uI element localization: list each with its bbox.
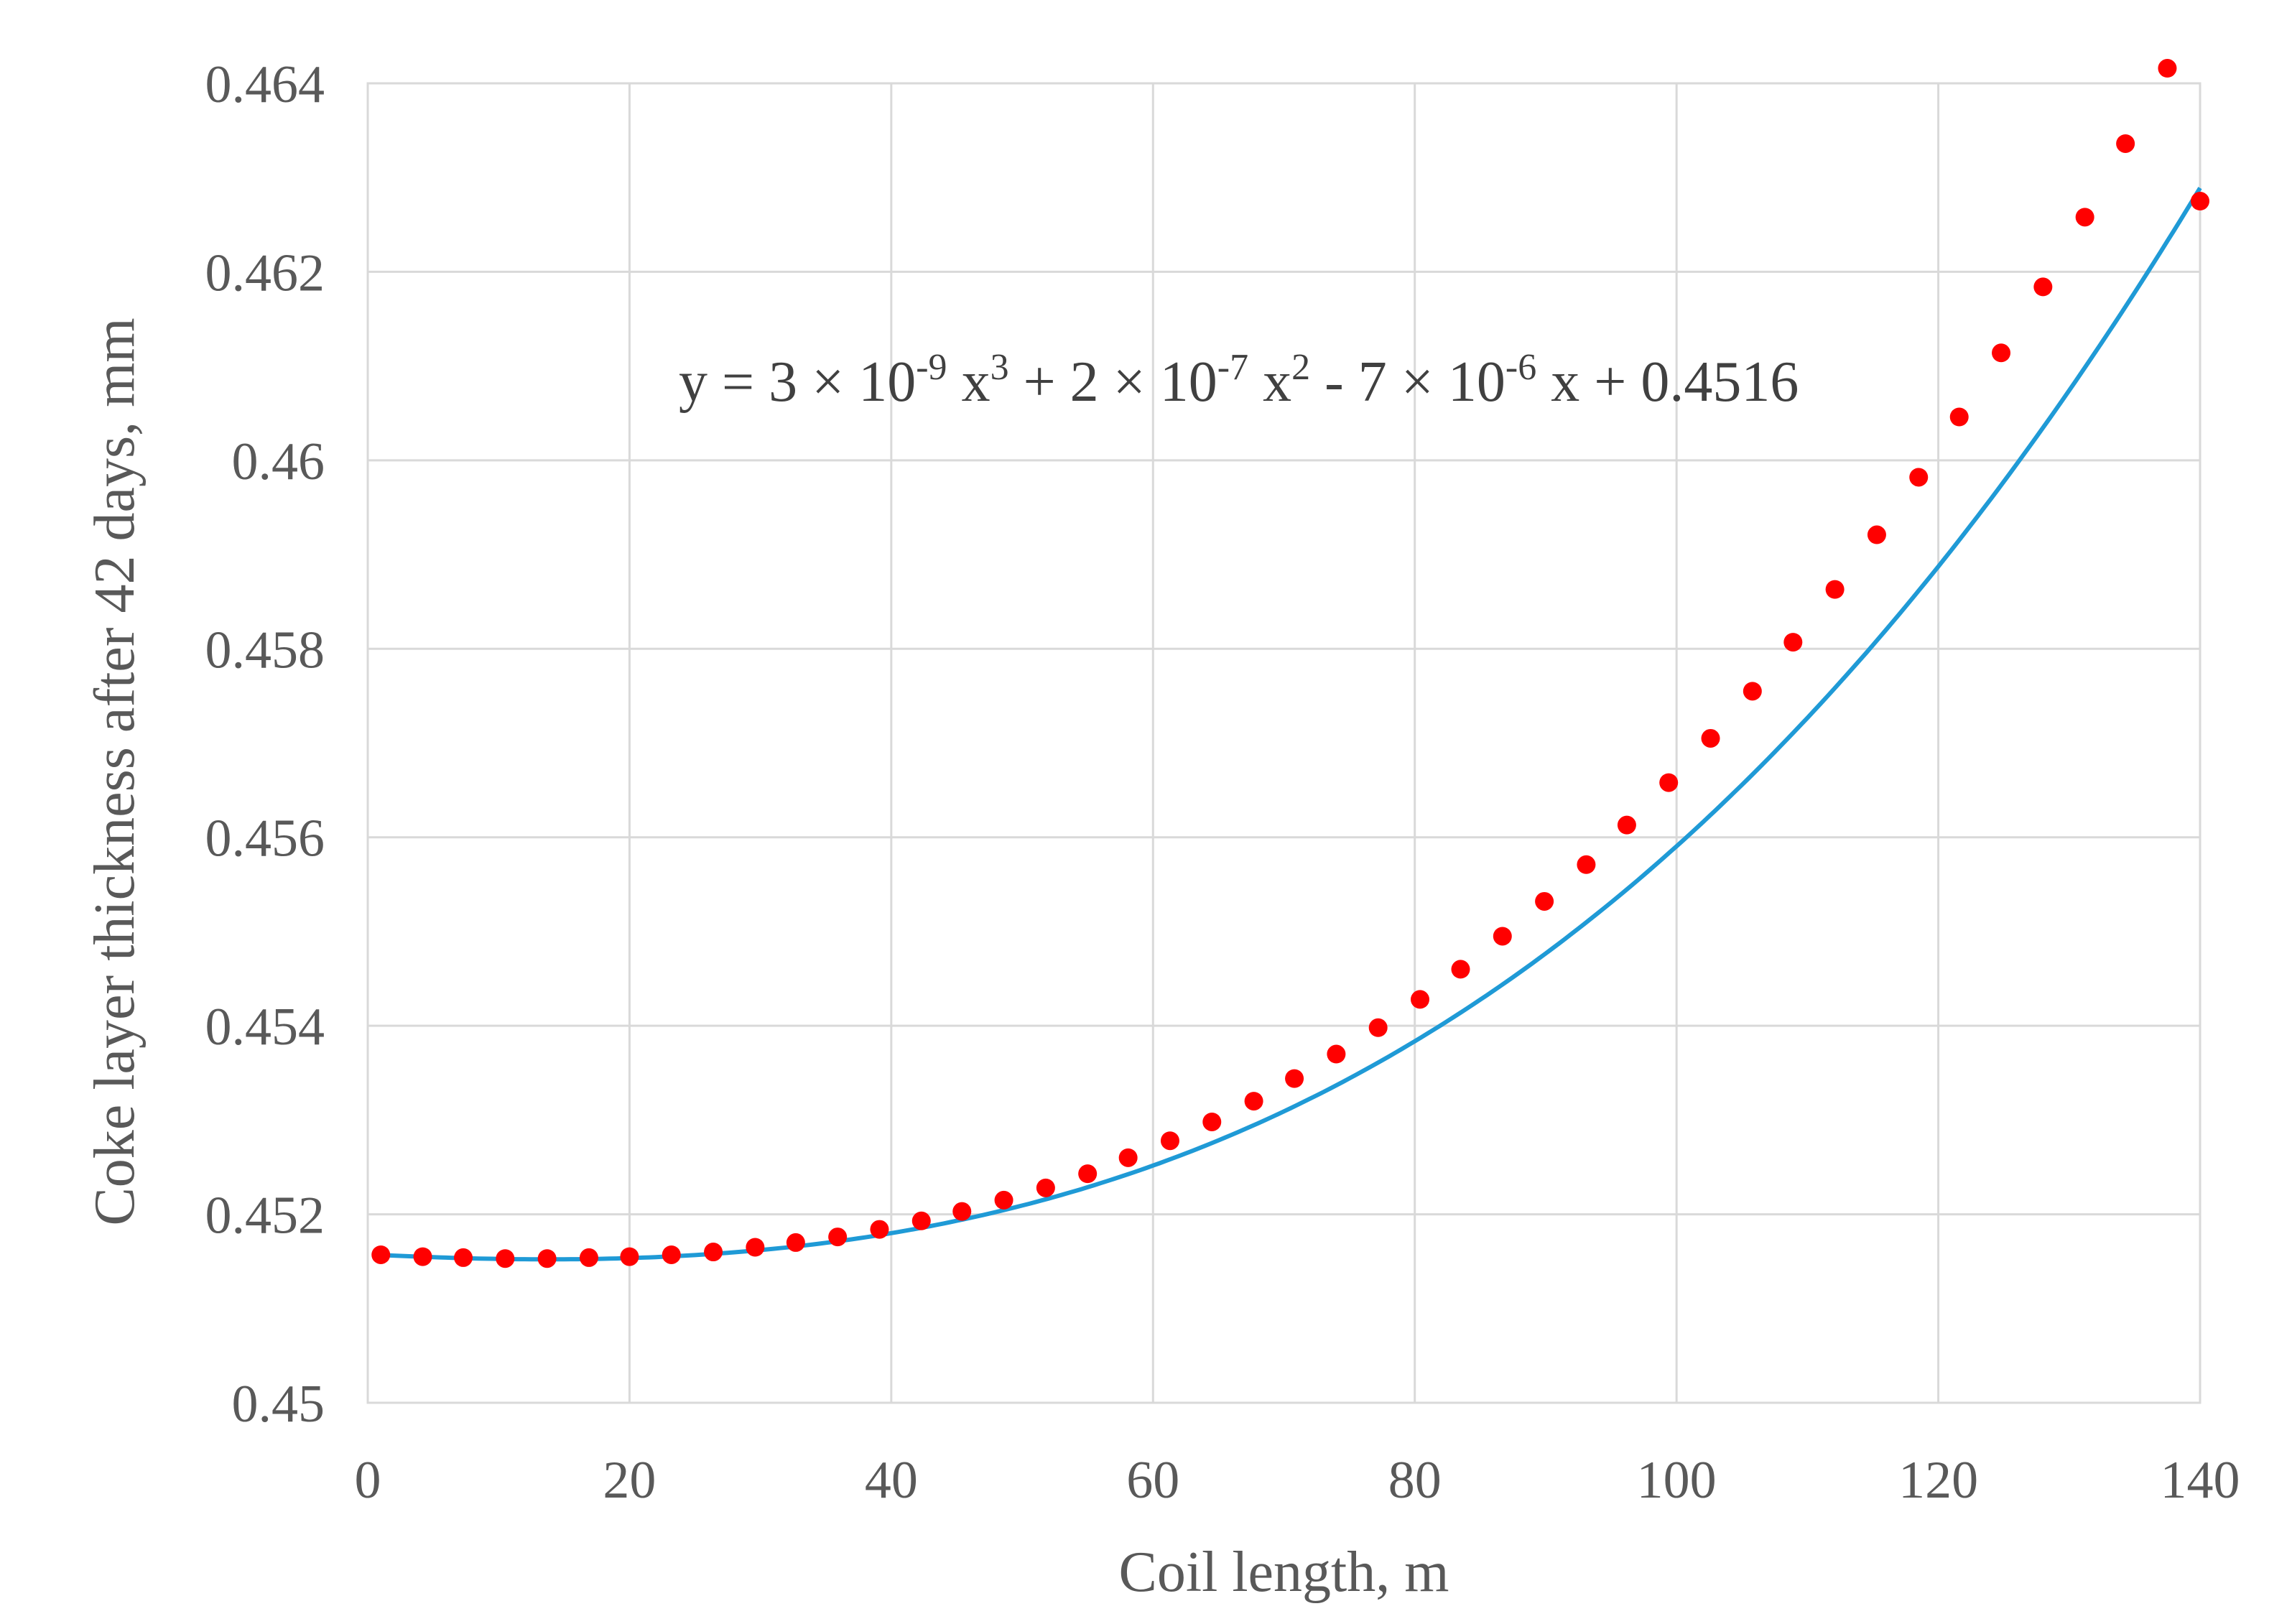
data-point [1078,1164,1098,1184]
equation-text: x + 0.4516 [1536,351,1799,414]
y-tick-label: 0.456 [205,809,325,868]
data-point [704,1243,723,1262]
x-tick-label: 80 [1388,1451,1442,1510]
x-axis-title: Coil length, m [1119,1541,1449,1604]
data-point [454,1248,473,1267]
data-point [2158,59,2177,78]
data-point [2033,277,2053,297]
data-point [1783,633,1803,652]
data-point [620,1247,639,1266]
data-point [870,1220,889,1239]
data-point [911,1211,931,1230]
data-point [1617,815,1636,835]
gridlines [366,82,2201,1404]
data-point [2116,134,2135,153]
data-point [496,1249,515,1268]
data-point [1202,1112,1222,1131]
x-tick-label: 40 [865,1451,918,1510]
x-tick-label: 100 [1637,1451,1717,1510]
equation-superscript: -6 [1505,347,1536,388]
data-point [1659,773,1679,792]
data-point [952,1202,972,1221]
data-point [746,1238,765,1257]
y-tick-label: 0.452 [205,1187,325,1245]
equation-text: + 2 × 10 [1009,351,1217,414]
plot-area-frame [366,82,2201,1404]
data-point [2191,192,2209,211]
x-tick-label: 140 [2161,1451,2240,1510]
data-point [2075,208,2094,227]
y-axis-tick-labels: 0.45 0.452 0.454 0.456 0.458 0.46 0.462 0.464 [205,55,325,1434]
equation-text: x [1248,351,1291,414]
y-tick-label: 0.454 [205,998,325,1057]
data-point [1411,990,1430,1009]
data-point [662,1245,681,1264]
data-point [1867,525,1886,544]
data-point [1368,1018,1388,1037]
equation-superscript: 2 [1291,347,1310,388]
x-tick-label: 20 [603,1451,656,1510]
data-point [1285,1069,1304,1088]
equation-text: y = 3 × 10 [679,351,916,414]
data-point [786,1233,805,1252]
data-point [1909,468,1929,487]
data-point [1535,891,1554,911]
data-point [1451,960,1470,979]
x-tick-label: 60 [1126,1451,1179,1510]
x-tick-label: 120 [1898,1451,1978,1510]
data-point [994,1190,1013,1210]
data-point [1949,407,1969,427]
y-tick-label: 0.464 [205,55,325,114]
data-point [1701,728,1720,748]
data-point [828,1228,848,1247]
trendline-curve [381,187,2202,1262]
data-point [537,1249,557,1268]
y-axis-title: Coke layer thickness after 42 days, mm [83,317,147,1225]
y-tick-label: 0.458 [205,621,325,679]
data-point [1825,580,1845,599]
y-tick-label: 0.46 [232,432,325,491]
data-point [371,1245,391,1264]
data-point [1244,1092,1263,1111]
y-tick-label: 0.45 [232,1375,325,1434]
x-axis-tick-labels: 0 20 40 60 80 100 120 140 [355,1451,2240,1510]
equation-superscript: 3 [990,347,1009,388]
data-point [1160,1131,1179,1151]
data-point [1327,1044,1346,1064]
data-point [1118,1148,1138,1167]
data-point [579,1248,598,1267]
data-point [1743,682,1762,701]
data-point [1036,1178,1055,1197]
data-point [1992,343,2011,363]
equation-superscript: -9 [916,347,947,388]
equation-text: x [947,351,990,414]
y-tick-label: 0.462 [205,243,325,302]
x-tick-label: 0 [355,1451,381,1510]
data-point [413,1247,432,1266]
data-points [371,59,2209,1268]
equation-text: - 7 × 10 [1310,351,1505,414]
data-point [1577,855,1596,874]
data-point [1493,927,1512,946]
trendline-equation: y = 3 × 10-9 x3 + 2 × 10-7 x2 - 7 × 10-6… [679,347,1799,414]
equation-superscript: -7 [1217,347,1248,388]
